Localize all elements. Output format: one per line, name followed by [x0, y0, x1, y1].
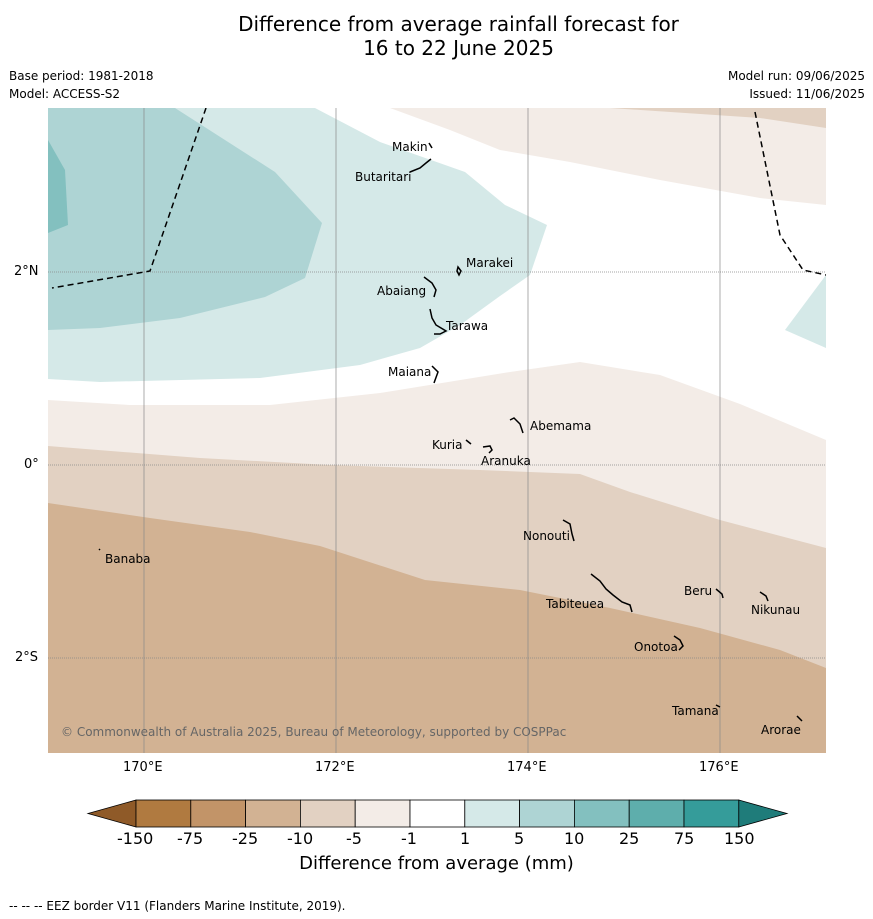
- colorbar-tick-2: -25: [232, 829, 259, 848]
- map-title: Difference from average rainfall forecas…: [0, 12, 873, 60]
- island-beru-shape: [715, 588, 724, 599]
- island-nikunau-shape: [759, 591, 769, 602]
- eez-border: [51, 108, 826, 289]
- lon-label-172e: 172°E: [315, 760, 355, 775]
- colorbar-arrow-left: [86, 799, 137, 828]
- label-abemama: Abemama: [530, 419, 591, 433]
- island-marakei-shape: [456, 265, 462, 277]
- island-tarawa-shape: [429, 308, 448, 335]
- copyright-text: © Commonwealth of Australia 2025, Bureau…: [61, 725, 566, 739]
- band-wet-5-to-10: [48, 108, 322, 330]
- model-name: Model: ACCESS-S2: [9, 87, 121, 101]
- island-tamana-shape: [715, 704, 721, 708]
- colorbar-cell-8: [574, 799, 630, 828]
- colorbar-tick-1: -75: [177, 829, 204, 848]
- label-onotoa: Onotoa: [634, 640, 678, 654]
- colorbar-arrow-right: [738, 799, 789, 828]
- colorbar-cell-6: [464, 799, 520, 828]
- colorbar-cell-7: [519, 799, 575, 828]
- colorbar-cell-5: [409, 799, 466, 828]
- colorbar-cell-0: [135, 799, 192, 828]
- island-kuria-shape: [465, 439, 472, 445]
- colorbar-cell-3: [299, 799, 356, 828]
- island-nonouti-shape: [562, 519, 575, 542]
- colorbar-title: Difference from average (mm): [299, 853, 574, 874]
- base-period: Base period: 1981-2018: [9, 69, 154, 83]
- label-kuria: Kuria: [432, 438, 463, 452]
- label-marakei: Marakei: [466, 256, 513, 270]
- lon-label-170e: 170°E: [123, 760, 163, 775]
- lat-label-0: 0°: [24, 457, 39, 472]
- label-butaritari: Butaritari: [355, 170, 412, 184]
- colorbar-cell-1: [190, 799, 247, 828]
- island-abaiang-shape: [423, 276, 437, 298]
- label-abaiang: Abaiang: [377, 284, 426, 298]
- lon-label-174e: 174°E: [507, 760, 547, 775]
- lat-label-2n: 2°N: [14, 264, 39, 279]
- colorbar-cell-4: [354, 799, 411, 828]
- colorbar-cell-10: [683, 799, 740, 828]
- island-banaba-shape: [98, 548, 101, 551]
- colorbar-tick-10: 75: [674, 829, 695, 848]
- issued-date: Issued: 11/06/2025: [749, 87, 865, 101]
- model-run: Model run: 09/06/2025: [727, 69, 865, 83]
- band-dry-top-right-light: [390, 108, 826, 205]
- island-tabiteuea-shape: [590, 573, 633, 613]
- gridlines: [48, 108, 826, 753]
- label-makin: Makin: [392, 140, 428, 154]
- island-aranuka-shape: [482, 445, 493, 454]
- label-banaba: Banaba: [105, 552, 151, 566]
- band-wet-right: [785, 275, 826, 348]
- map-area: Makin Butaritari Marakei Abaiang Tarawa …: [48, 108, 826, 753]
- island-onotoa-shape: [673, 635, 684, 651]
- colorbar-tick-0: -150: [117, 829, 154, 848]
- colorbar: [86, 799, 789, 828]
- label-nonouti: Nonouti: [523, 529, 570, 543]
- lat-label-2s: 2°S: [15, 650, 39, 665]
- colorbar-tick-8: 10: [564, 829, 585, 848]
- colorbar-tick-3: -10: [287, 829, 314, 848]
- label-maiana: Maiana: [388, 365, 431, 379]
- island-butaritari-shape: [409, 158, 432, 173]
- colorbar-cell-2: [245, 799, 301, 828]
- label-arorae: Arorae: [761, 723, 801, 737]
- band-dry-top-right-mid: [610, 108, 826, 128]
- label-aranuka: Aranuka: [481, 454, 531, 468]
- eez-legend-note: -- -- -- EEZ border V11 (Flanders Marine…: [9, 899, 346, 913]
- band-dry-10-to-25: [48, 503, 826, 753]
- island-makin-shape: [428, 142, 433, 149]
- island-maiana-shape: [431, 365, 439, 384]
- colorbar-tick-11: 150: [724, 829, 755, 848]
- label-tarawa: Tarawa: [445, 319, 488, 333]
- title-line-2: 16 to 22 June 2025: [363, 36, 554, 60]
- island-arorae-shape: [796, 715, 803, 722]
- band-wet-10-to-25: [48, 140, 68, 233]
- island-abemama-shape: [509, 417, 524, 434]
- colorbar-tick-9: 25: [619, 829, 640, 848]
- colorbar-tick-7: 5: [514, 829, 525, 848]
- islands: [98, 142, 803, 722]
- colorbar-tick-6: 1: [460, 829, 471, 848]
- title-line-1: Difference from average rainfall forecas…: [238, 12, 679, 36]
- meta-left: Base period: 1981-2018 Model: ACCESS-S2: [9, 67, 154, 103]
- label-tamana: Tamana: [671, 704, 719, 718]
- lon-label-176e: 176°E: [699, 760, 739, 775]
- colorbar-tick-5: -1: [401, 829, 417, 848]
- place-labels: Makin Butaritari Marakei Abaiang Tarawa …: [105, 140, 801, 737]
- colorbar-tick-4: -5: [346, 829, 362, 848]
- colorbar-cell-9: [628, 799, 685, 828]
- label-tabiteuea: Tabiteuea: [545, 597, 604, 611]
- label-nikunau: Nikunau: [751, 603, 800, 617]
- meta-right: Model run: 09/06/2025 Issued: 11/06/2025: [728, 67, 865, 103]
- label-beru: Beru: [684, 584, 712, 598]
